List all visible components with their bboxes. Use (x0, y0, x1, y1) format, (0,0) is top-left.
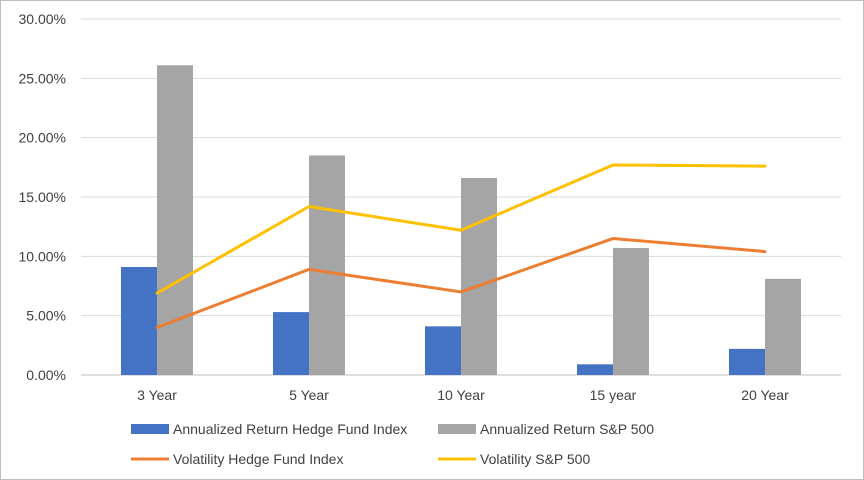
legend-swatch (438, 424, 476, 434)
bar-sp500-return (157, 65, 193, 375)
y-tick-label: 10.00% (19, 248, 66, 264)
y-tick-label: 5.00% (26, 308, 66, 324)
x-tick-label: 5 Year (289, 387, 329, 403)
y-tick-label: 20.00% (19, 130, 66, 146)
bars (121, 65, 801, 375)
x-tick-label: 3 Year (137, 387, 177, 403)
x-tick-label: 15 year (590, 387, 637, 403)
x-tick-label: 10 Year (437, 387, 485, 403)
lines (155, 163, 767, 330)
legend-label: Volatility Hedge Fund Index (173, 451, 343, 467)
bar-hedge-fund-return (425, 326, 461, 375)
bar-hedge-fund-return (273, 312, 309, 375)
legend-label: Annualized Return S&P 500 (480, 421, 654, 437)
y-axis-tick-labels: 0.00% 5.00% 10.00% 15.00% 20.00% 25.00% 30.00% (19, 11, 66, 383)
line-sp500-volatility (155, 163, 767, 295)
bar-hedge-fund-return (577, 364, 613, 375)
y-tick-label: 15.00% (19, 189, 66, 205)
y-tick-label: 25.00% (19, 70, 66, 86)
legend: Annualized Return Hedge Fund Index Annual… (131, 421, 654, 467)
bar-sp500-return (765, 278, 801, 375)
legend-swatch (131, 424, 169, 434)
y-tick-label: 0.00% (26, 367, 66, 383)
bar-sp500-return (461, 178, 497, 375)
x-axis-tick-labels: 3 Year 5 Year 10 Year 15 year 20 Year (137, 387, 789, 403)
bar-sp500-return (613, 248, 649, 375)
x-tick-label: 20 Year (741, 387, 789, 403)
bar-hedge-fund-return (729, 348, 765, 375)
bar-sp500-return (309, 155, 345, 375)
line-hedge-fund-volatility (155, 237, 767, 330)
bar-hedge-fund-return (121, 267, 157, 375)
legend-label: Annualized Return Hedge Fund Index (173, 421, 407, 437)
legend-label: Volatility S&P 500 (480, 451, 590, 467)
y-tick-label: 30.00% (19, 11, 66, 27)
